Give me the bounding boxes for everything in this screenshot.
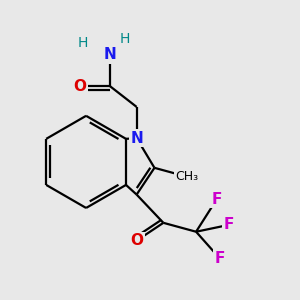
Text: N: N	[103, 47, 116, 62]
Text: CH₃: CH₃	[176, 170, 199, 183]
Text: F: F	[215, 251, 225, 266]
Text: H: H	[119, 32, 130, 46]
Text: O: O	[130, 233, 143, 248]
Text: H: H	[78, 36, 88, 50]
Text: N: N	[130, 130, 143, 146]
Text: F: F	[224, 218, 234, 232]
Text: F: F	[212, 191, 222, 206]
Text: O: O	[74, 79, 87, 94]
